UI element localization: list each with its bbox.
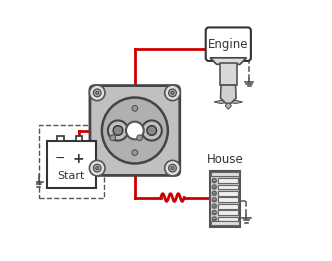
Circle shape <box>212 179 216 183</box>
Circle shape <box>165 85 180 101</box>
FancyBboxPatch shape <box>218 197 238 202</box>
Circle shape <box>89 85 105 101</box>
Text: −: − <box>55 152 66 165</box>
Bar <box>39 125 104 198</box>
Circle shape <box>96 91 99 94</box>
Circle shape <box>142 120 162 141</box>
Circle shape <box>108 120 128 141</box>
Circle shape <box>165 160 180 176</box>
Circle shape <box>212 185 216 189</box>
FancyBboxPatch shape <box>211 221 239 225</box>
Circle shape <box>212 210 216 215</box>
Circle shape <box>126 122 144 139</box>
Circle shape <box>132 150 138 156</box>
Polygon shape <box>210 58 246 64</box>
FancyBboxPatch shape <box>220 63 237 85</box>
Circle shape <box>212 204 216 208</box>
Text: Engine: Engine <box>208 38 249 51</box>
FancyBboxPatch shape <box>218 191 238 196</box>
Circle shape <box>93 89 101 97</box>
Circle shape <box>102 98 168 163</box>
FancyBboxPatch shape <box>218 204 238 209</box>
Text: Start: Start <box>57 171 85 181</box>
Circle shape <box>212 191 216 195</box>
Polygon shape <box>220 85 236 103</box>
Circle shape <box>89 160 105 176</box>
Circle shape <box>169 89 176 97</box>
Circle shape <box>212 198 216 202</box>
Circle shape <box>96 167 99 170</box>
FancyBboxPatch shape <box>75 136 82 141</box>
FancyBboxPatch shape <box>46 141 96 188</box>
FancyBboxPatch shape <box>206 27 251 61</box>
Polygon shape <box>228 100 243 104</box>
Text: +: + <box>73 152 84 166</box>
Polygon shape <box>225 95 231 102</box>
Circle shape <box>171 167 174 170</box>
FancyBboxPatch shape <box>90 86 180 175</box>
FancyBboxPatch shape <box>211 172 239 176</box>
Circle shape <box>110 135 116 141</box>
FancyBboxPatch shape <box>218 210 238 215</box>
FancyBboxPatch shape <box>218 217 238 221</box>
Circle shape <box>137 135 142 141</box>
Circle shape <box>171 91 174 94</box>
Polygon shape <box>225 102 231 109</box>
Circle shape <box>147 126 157 135</box>
Polygon shape <box>214 100 228 104</box>
FancyBboxPatch shape <box>57 136 63 141</box>
Circle shape <box>132 105 138 111</box>
Text: House: House <box>207 153 243 166</box>
Circle shape <box>93 164 101 172</box>
Circle shape <box>169 164 176 172</box>
Circle shape <box>113 126 123 135</box>
Circle shape <box>212 217 216 221</box>
FancyBboxPatch shape <box>218 178 238 183</box>
FancyBboxPatch shape <box>210 171 240 227</box>
FancyBboxPatch shape <box>218 185 238 189</box>
